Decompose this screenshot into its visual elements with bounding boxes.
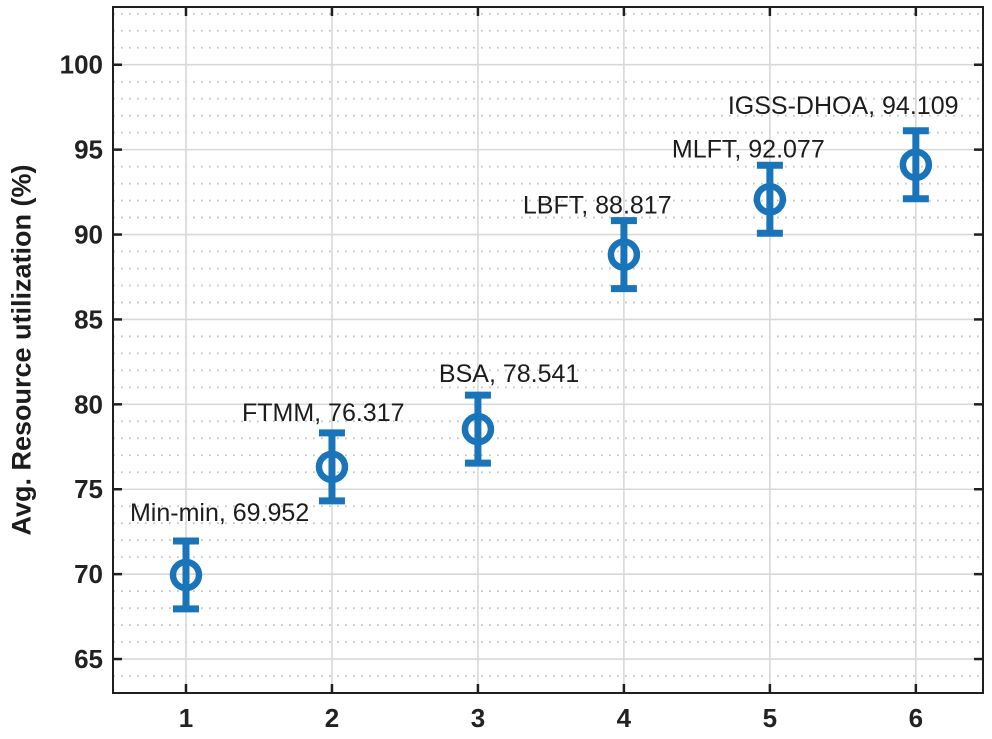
- data-point-marker: [607, 238, 641, 271]
- y-tick-label: 90: [74, 220, 103, 250]
- y-tick-label: 95: [74, 135, 103, 165]
- data-point-annotation: FTMM, 76.317: [242, 399, 405, 427]
- x-tick-label: 4: [617, 703, 632, 733]
- x-tick-label: 3: [471, 703, 485, 733]
- y-tick-label: 65: [74, 644, 103, 674]
- y-tick-label: 70: [74, 559, 103, 589]
- data-point-marker: [899, 148, 933, 182]
- data-point-annotation: IGSS-DHOA, 94.109: [728, 92, 959, 120]
- y-tick-label: 85: [74, 304, 103, 334]
- data-point-annotation: LBFT, 88.817: [523, 192, 672, 220]
- data-point-annotation: MLFT, 92.077: [672, 135, 825, 163]
- data-point-marker: [753, 183, 787, 216]
- data-point-marker: [169, 558, 203, 592]
- x-tick-label: 1: [179, 703, 193, 733]
- data-point-marker: [461, 412, 495, 446]
- data-point-annotation: Min-min, 69.952: [130, 499, 309, 527]
- x-tick-label: 6: [909, 703, 923, 733]
- y-tick-label: 75: [74, 474, 103, 504]
- x-tick-label: 5: [763, 703, 777, 733]
- data-point-marker: [315, 450, 349, 484]
- y-axis-label: Avg. Resource utilization (%): [6, 164, 37, 536]
- y-tick-label: 80: [74, 389, 103, 419]
- plot-border: [112, 6, 984, 694]
- x-tick-label: 2: [325, 703, 339, 733]
- y-tick-label: 100: [60, 50, 103, 80]
- data-point-annotation: BSA, 78.541: [439, 360, 579, 388]
